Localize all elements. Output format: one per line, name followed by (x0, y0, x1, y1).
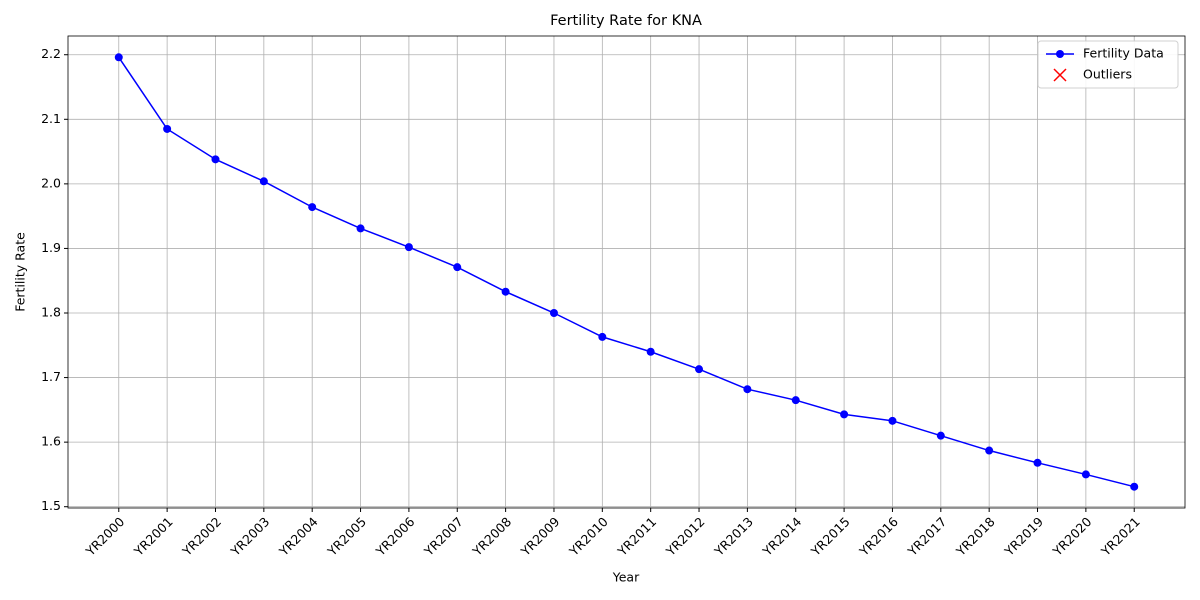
legend-label: Fertility Data (1083, 46, 1164, 61)
data-point (888, 416, 897, 425)
data-point (453, 263, 462, 272)
data-point (211, 155, 220, 164)
legend-box (1037, 40, 1179, 89)
legend-label: Outliers (1083, 67, 1132, 82)
x-axis-label: Year (612, 570, 640, 585)
data-point (1130, 482, 1139, 491)
data-point (501, 287, 510, 296)
y-tick-label: 2.1 (41, 111, 61, 126)
data-point (114, 53, 123, 62)
plot-frame (67, 35, 1186, 509)
y-tick-label: 1.9 (41, 240, 61, 255)
y-tick-label: 2.2 (41, 46, 61, 61)
data-point (791, 396, 800, 405)
y-axis-label: Fertility Rate (13, 232, 28, 312)
y-tick-label: 2.0 (41, 175, 61, 190)
data-point (646, 347, 655, 356)
data-point (404, 243, 413, 252)
y-tick-label: 1.5 (41, 498, 61, 513)
data-point (356, 224, 365, 233)
legend-marker (1056, 50, 1064, 58)
data-point (985, 446, 994, 455)
data-point (743, 385, 752, 394)
y-tick-label: 1.6 (41, 434, 61, 449)
data-point (163, 124, 172, 133)
data-point (1081, 470, 1090, 479)
marker-x (1053, 68, 1067, 82)
data-point (549, 309, 558, 318)
data-point (695, 365, 704, 374)
data-point (598, 332, 607, 341)
data-point (308, 203, 317, 212)
chart-title: Fertility Rate for KNA (550, 13, 702, 29)
data-point (936, 431, 945, 440)
data-line (118, 56, 1135, 488)
y-tick-label: 1.7 (41, 369, 61, 384)
data-point (1033, 458, 1042, 467)
y-tick-label: 1.8 (41, 305, 61, 320)
legend-marker (1053, 68, 1067, 82)
data-point (840, 410, 849, 419)
data-point (259, 177, 268, 186)
